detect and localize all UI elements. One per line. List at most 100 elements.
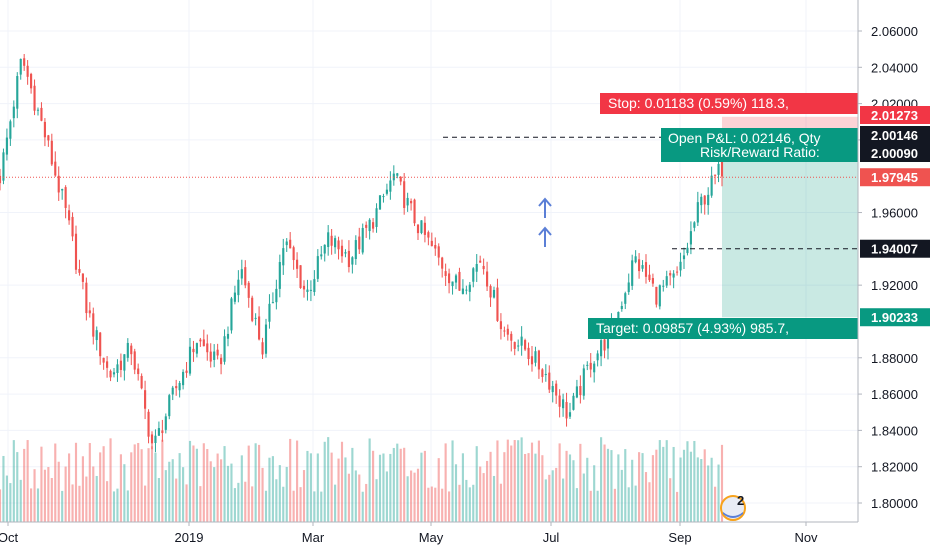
- candle: [707, 187, 710, 215]
- candle: [340, 239, 344, 263]
- price-axis[interactable]: 2.060002.040002.020002.000001.960001.920…: [857, 0, 932, 550]
- volume-bar: [572, 460, 575, 522]
- candle-body: [638, 259, 641, 272]
- candle: [534, 346, 537, 367]
- candle: [548, 365, 551, 394]
- volume-bar: [596, 490, 599, 522]
- candle-body: [233, 292, 236, 302]
- candle-body: [579, 386, 582, 396]
- price-level-tag[interactable]: 1.97945: [860, 168, 930, 187]
- volume-bar: [717, 464, 720, 522]
- candle-body: [682, 255, 686, 260]
- candle: [444, 263, 447, 287]
- volume-bar: [244, 481, 247, 522]
- candle: [33, 79, 36, 116]
- volume-bar: [0, 489, 2, 522]
- time-tick-label: Oct: [0, 530, 18, 545]
- volume-bar: [372, 450, 375, 522]
- candle-body: [78, 269, 81, 273]
- candle-body: [434, 245, 437, 249]
- time-axis[interactable]: Oct 2019 Mar May Jul Sep Nov: [0, 521, 858, 545]
- target-label: Target: 0.09857 (4.93%) 985.7,: [588, 318, 858, 339]
- candle-body: [603, 339, 606, 351]
- volume-bar: [268, 457, 271, 522]
- candle: [78, 259, 81, 276]
- candle: [458, 267, 461, 291]
- volume-bar: [195, 448, 198, 522]
- volume-bar: [154, 452, 157, 522]
- price-level-tag[interactable]: 2.00090: [860, 144, 930, 162]
- candle-body: [696, 202, 699, 223]
- volume-bar: [57, 461, 60, 522]
- candle: [465, 285, 468, 295]
- price-level-tag[interactable]: 2.01273: [860, 106, 930, 124]
- volume-bar: [213, 467, 216, 522]
- candle: [589, 353, 592, 378]
- candle: [16, 72, 19, 119]
- volume-bar: [292, 490, 295, 522]
- arrows: [538, 197, 552, 247]
- candle-body: [403, 181, 406, 208]
- candle-body: [468, 284, 471, 292]
- axis-tick-label: 2.06000: [871, 24, 918, 39]
- volume-bar: [254, 443, 257, 522]
- candle: [558, 389, 561, 418]
- badge-circle: [720, 495, 746, 521]
- candle: [254, 313, 257, 326]
- volume-bar: [264, 490, 268, 522]
- candle-body: [676, 271, 679, 273]
- candle-body: [81, 273, 84, 282]
- badge[interactable]: 2: [720, 493, 746, 521]
- volume-bar: [137, 442, 140, 522]
- candle: [226, 326, 230, 347]
- candle: [102, 357, 105, 370]
- candle-body: [161, 430, 164, 434]
- volume-bar: [710, 457, 713, 522]
- volume-bar: [126, 490, 129, 522]
- candle-body: [23, 58, 26, 66]
- candle: [527, 342, 530, 366]
- candle-body: [499, 321, 502, 330]
- candle: [19, 58, 22, 80]
- volume-bar: [641, 453, 644, 522]
- candle: [437, 243, 440, 266]
- earnings-badge-icon[interactable]: 2: [720, 493, 746, 521]
- volume-bar: [178, 453, 181, 522]
- volume-bar: [600, 437, 603, 522]
- candle-body: [700, 196, 703, 206]
- candle: [365, 221, 368, 238]
- candle: [503, 326, 506, 337]
- candle: [448, 268, 451, 294]
- candle: [565, 392, 568, 427]
- price-level-tag[interactable]: 1.94007: [860, 239, 930, 258]
- price-level-tag[interactable]: 1.90233: [860, 308, 930, 327]
- candle: [185, 362, 188, 378]
- volume-bar: [30, 488, 33, 522]
- volume-bar: [71, 484, 74, 522]
- volume-bar: [365, 483, 368, 522]
- candle: [23, 53, 26, 71]
- candle-body: [530, 356, 534, 365]
- candle: [413, 198, 416, 227]
- time-tick-label: 2019: [175, 530, 204, 545]
- candle: [106, 356, 109, 378]
- candle: [47, 134, 50, 147]
- candle-body: [306, 289, 309, 292]
- volume-bar: [486, 460, 489, 522]
- volume-bar: [88, 443, 91, 522]
- time-tick-label: Mar: [302, 530, 325, 545]
- candle-body: [168, 395, 171, 417]
- candle-body: [448, 273, 451, 284]
- price-level-tag[interactable]: 2.00146: [860, 126, 930, 144]
- volume-bar: [171, 459, 174, 522]
- volume-bar: [313, 491, 316, 522]
- candle-body: [506, 328, 509, 335]
- volume-bar: [631, 459, 634, 522]
- candle: [247, 281, 250, 308]
- candle-body: [292, 247, 295, 261]
- candle: [213, 344, 216, 368]
- volume-bar: [707, 465, 710, 522]
- volume-bar: [548, 474, 551, 522]
